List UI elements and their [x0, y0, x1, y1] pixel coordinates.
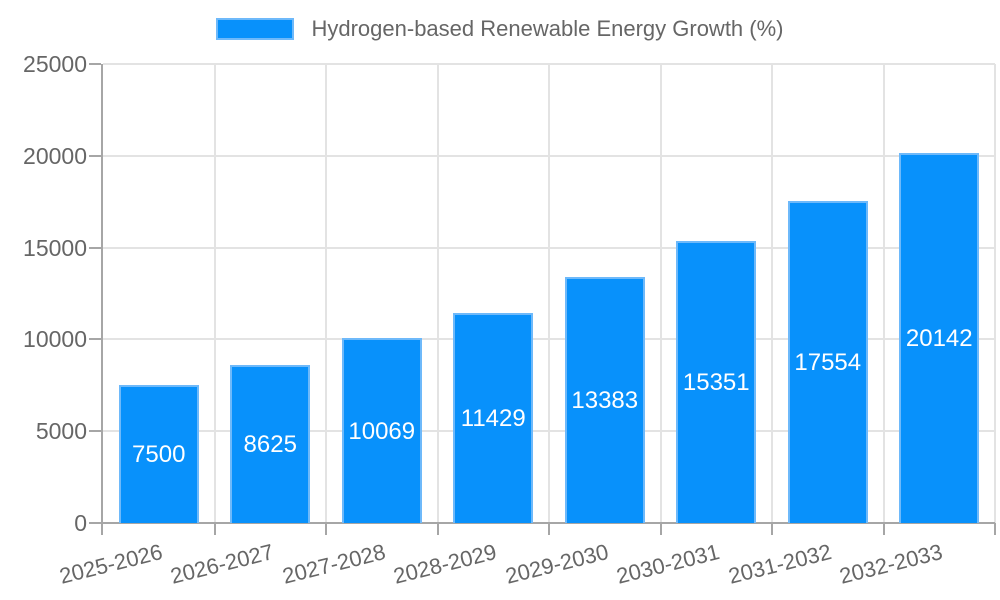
x-axis-tick-label: 2026-2027	[167, 539, 277, 589]
x-tick-mark	[213, 523, 216, 535]
x-gridline	[548, 64, 550, 523]
bar[interactable]: 15351	[676, 241, 757, 523]
y-tick-mark	[89, 338, 101, 341]
bar-value-label: 20142	[905, 325, 973, 353]
y-axis-tick-label: 5000	[35, 418, 87, 445]
bar-value-label: 11429	[460, 405, 526, 433]
y-tick-mark	[89, 246, 101, 249]
y-tick-mark	[89, 154, 101, 157]
y-axis-tick-label: 0	[74, 510, 87, 536]
x-axis-tick-label: 2031-2032	[725, 539, 834, 589]
bar-value-label: 10069	[348, 417, 416, 445]
y-axis-tick-label: 25000	[23, 51, 87, 77]
legend-item[interactable]: Hydrogen-based Renewable Energy Growth (…	[0, 16, 1000, 42]
x-axis-tick-label: 2025-2026	[56, 539, 165, 589]
x-gridline	[659, 64, 662, 523]
y-axis-tick-label: 15000	[23, 234, 87, 261]
bar-value-label: 17554	[794, 348, 862, 376]
bar-value-label: 7500	[132, 441, 186, 469]
x-axis-tick-label: 2030-2031	[613, 539, 723, 589]
x-gridline	[771, 64, 773, 523]
bar-value-label: 8625	[243, 430, 297, 458]
x-axis-tick-label: 2027-2028	[279, 539, 388, 589]
bar[interactable]: 20142	[899, 153, 980, 523]
x-gridline	[882, 64, 885, 523]
bar-value-label: 15351	[682, 369, 750, 397]
x-gridline	[213, 64, 216, 523]
y-axis-tick-label: 10000	[23, 326, 87, 353]
x-gridline	[436, 64, 439, 523]
x-gridline	[325, 64, 327, 523]
y-axis-line	[101, 64, 103, 525]
bar[interactable]: 17554	[787, 200, 868, 523]
y-tick-mark	[89, 522, 101, 524]
legend-swatch	[216, 18, 295, 40]
x-tick-mark	[659, 523, 662, 535]
x-tick-mark	[771, 523, 773, 535]
bar-value-label: 13383	[571, 387, 639, 415]
x-tick-mark	[882, 523, 885, 535]
x-axis-tick-label: 2029-2030	[502, 539, 611, 589]
x-tick-mark	[548, 523, 550, 535]
y-tick-mark	[89, 63, 101, 65]
bar[interactable]: 13383	[564, 277, 645, 523]
y-axis-tick-label: 20000	[23, 142, 87, 169]
bar[interactable]: 11429	[453, 313, 534, 523]
x-tick-mark	[325, 523, 327, 535]
x-tick-mark	[101, 523, 103, 535]
plot-area: 0 5000 10000 15000 20000 25000 7500 8625 10069 11…	[23, 51, 996, 589]
x-tick-mark	[436, 523, 439, 535]
y-tick-mark	[89, 430, 101, 433]
legend-label: Hydrogen-based Renewable Energy Growth (…	[311, 16, 784, 41]
bar[interactable]: 8625	[230, 364, 311, 523]
bar[interactable]: 10069	[341, 338, 422, 523]
x-tick-mark	[994, 523, 996, 535]
bar[interactable]: 7500	[118, 385, 199, 523]
x-gridline	[994, 64, 996, 523]
x-axis-tick-label: 2032-2033	[836, 539, 946, 589]
x-axis-tick-label: 2028-2029	[390, 539, 500, 589]
